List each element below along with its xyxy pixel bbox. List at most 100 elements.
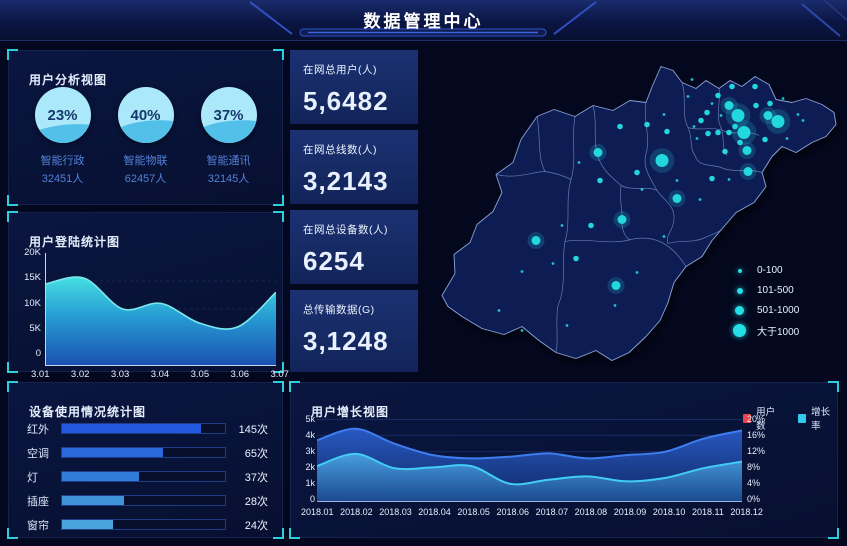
login-x-axis: 3.01 3.02 3.03 3.04 3.05 3.06 3.07 <box>31 369 289 380</box>
corner-decoration <box>273 195 284 206</box>
bar-track <box>61 471 226 482</box>
legend-label: 大于1000 <box>757 327 800 338</box>
x-tick: 3.02 <box>70 369 90 380</box>
y-tick: 12% <box>747 446 766 456</box>
y-tick: 0 <box>35 348 41 359</box>
panel-user-growth: 用户增长视图 用户数 增长率 5k 4k 3k 2k 1k 0 20% 16% … <box>289 381 839 539</box>
y-tick: 20% <box>747 414 766 424</box>
legend-item[interactable]: 0-100 <box>733 264 799 277</box>
gauge-count: 32145人 <box>207 173 250 185</box>
province-map-svg <box>441 66 837 361</box>
bar-value: 24次 <box>244 519 268 532</box>
device-bar-list: 红外 145次 空调 65次 灯 37次 插座 28次 窗帘 <box>9 419 282 539</box>
corner-decoration <box>7 528 18 539</box>
y-tick: 4% <box>747 478 761 488</box>
y-tick: 16% <box>747 430 766 440</box>
legend-item[interactable]: 大于1000 <box>733 324 800 338</box>
header-decoration <box>249 0 847 37</box>
corner-decoration <box>273 362 284 373</box>
stat-card-total-transfer: 总传输数据(G) 3,1248 <box>290 290 418 372</box>
corner-decoration <box>273 211 284 222</box>
bar-track <box>61 423 226 434</box>
legend-item[interactable]: 501-1000 <box>733 304 799 317</box>
y-tick: 4k <box>305 430 315 440</box>
dot-size-icon <box>738 268 742 273</box>
region-map: 0-100 101-500 501-1000 大于1000 <box>425 42 845 380</box>
legend-label: 501-1000 <box>757 305 800 316</box>
gauge-percent: 40% <box>130 106 161 124</box>
legend-label: 0-100 <box>757 265 783 276</box>
dot-size-icon <box>737 287 743 294</box>
login-area-chart <box>45 253 276 366</box>
gauge-percent: 37% <box>213 106 244 124</box>
growth-legend: 用户数 增长率 <box>743 404 837 432</box>
corner-decoration <box>273 381 284 392</box>
bar-category: 灯 <box>27 471 38 484</box>
legend-label: 101-500 <box>757 285 794 296</box>
stat-value: 3,2143 <box>303 166 389 196</box>
corner-decoration <box>273 49 284 60</box>
y-tick: 10K <box>24 297 41 309</box>
y-tick: 15K <box>24 272 41 284</box>
legend-item[interactable]: 101-500 <box>733 284 799 297</box>
x-tick: 2018.04 <box>418 507 451 517</box>
gauge-group: 23% 智能行政 32451人 40% 智能物联 62457人 37% 智能通讯 <box>9 87 282 186</box>
legend-item-users[interactable]: 用户数 <box>743 404 782 432</box>
x-tick: 3.07 <box>270 369 289 380</box>
stat-label: 在网总线数(人) <box>303 144 377 156</box>
bar-fill <box>62 496 124 505</box>
stat-card-total-devices: 在网总设备数(人) 6254 <box>290 210 418 284</box>
panel-user-analysis: 用户分析视图 23% 智能行政 32451人 40% 智能物联 62457人 <box>7 49 284 206</box>
y-tick: 0 <box>309 494 315 504</box>
x-tick: 2018.02 <box>340 507 373 517</box>
legend-swatch-icon <box>798 413 807 423</box>
liquid-gauge: 23% <box>34 87 91 143</box>
y-tick: 0% <box>747 494 761 504</box>
stat-label: 在网总用户(人) <box>303 64 377 76</box>
bar-category: 红外 <box>27 423 49 436</box>
bar-row: 红外 145次 <box>27 419 268 438</box>
dot-size-icon <box>733 324 746 337</box>
bar-row: 灯 37次 <box>27 467 268 486</box>
corner-decoration <box>273 528 284 539</box>
panel-title-user-analysis: 用户分析视图 <box>29 73 108 87</box>
bar-value: 28次 <box>244 495 268 508</box>
x-tick: 2018.03 <box>379 507 412 517</box>
x-tick: 2018.07 <box>535 507 569 517</box>
y-tick: 8% <box>747 462 761 472</box>
gauge-count: 62457人 <box>124 173 167 185</box>
x-tick: 3.04 <box>150 369 170 380</box>
panel-device-usage: 设备使用情况统计图 红外 145次 空调 65次 灯 37次 插座 28次 <box>7 381 284 539</box>
growth-area-chart <box>317 419 742 502</box>
stat-card-total-users: 在网总用户(人) 5,6482 <box>290 50 418 124</box>
bar-value: 65次 <box>244 447 268 460</box>
corner-decoration <box>7 49 18 60</box>
x-tick: 2018.11 <box>691 507 724 517</box>
gauge-label: 智能行政 <box>40 155 85 167</box>
gauge-count: 32451人 <box>41 173 84 185</box>
x-tick: 2018.10 <box>652 507 686 517</box>
x-tick: 3.06 <box>230 369 250 380</box>
dot-size-icon <box>735 306 744 315</box>
x-tick: 2018.09 <box>613 507 647 517</box>
login-y-axis: 20K 15K 10K 5K 0 <box>17 247 41 359</box>
province-outline <box>441 66 837 361</box>
stat-value: 5,6482 <box>303 86 389 116</box>
x-tick: 2018.12 <box>730 507 763 517</box>
panel-title-user-growth: 用户增长视图 <box>311 405 390 419</box>
bar-value: 37次 <box>244 471 268 484</box>
x-tick: 2018.08 <box>574 507 608 517</box>
panel-title-login-stats: 用户登陆统计图 <box>29 235 121 249</box>
bar-category: 空调 <box>27 447 49 460</box>
x-tick: 2018.01 <box>301 507 334 517</box>
bar-value: 145次 <box>238 423 268 436</box>
panel-login-stats: 用户登陆统计图 20K 15K 10K 5K 0 3.01 3.02 3.03 <box>7 211 289 380</box>
gauge-iot: 40% 智能物联 62457人 <box>108 87 184 186</box>
map-legend: 0-100 101-500 501-1000 大于1000 <box>733 264 800 338</box>
legend-item-rate[interactable]: 增长率 <box>798 404 837 432</box>
corner-decoration <box>7 381 18 392</box>
district-borders <box>495 82 763 353</box>
liquid-gauge: 37% <box>200 87 257 143</box>
top-header: 数据管理中心 <box>0 0 847 41</box>
